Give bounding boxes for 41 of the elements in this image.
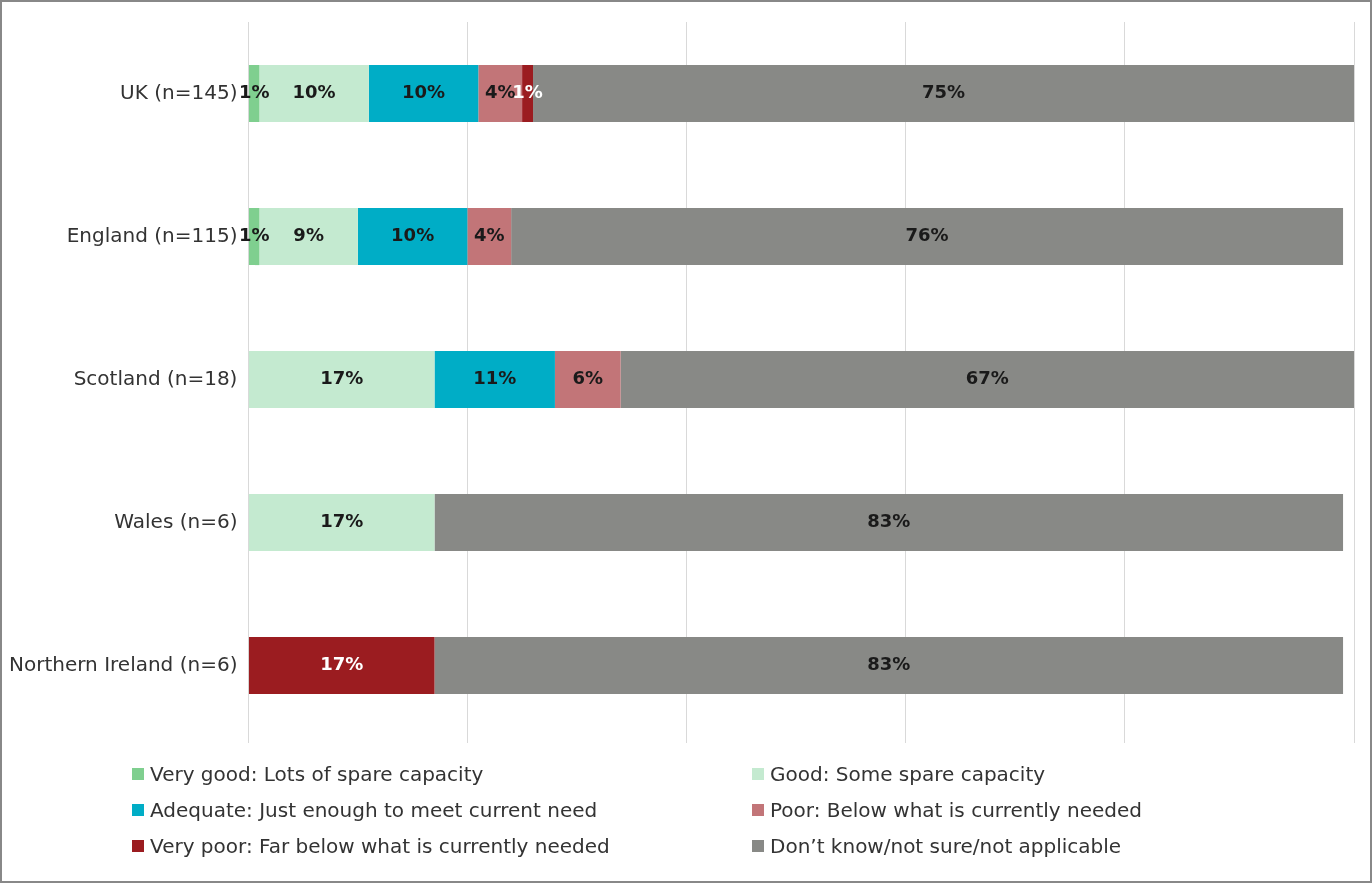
data-label: 10% [391,224,435,246]
y-tick-label: Scotland (n=18) [73,365,238,390]
bar [368,64,479,123]
data-label: 17% [320,653,364,675]
data-label: 9% [293,224,324,246]
bar [434,350,555,409]
data-label: 10% [292,81,336,103]
bar [620,350,1354,409]
data-label: 11% [473,367,517,389]
data-label: 83% [867,510,911,532]
legend-label: Very poor: Far below what is currently needed [150,834,610,858]
legend-label: Don’t know/not sure/not applicable [770,834,1122,858]
data-label: 76% [905,224,949,246]
bar [434,636,1344,695]
legend-label: Adequate: Just enough to meet current need [150,798,598,822]
y-tick-label: Wales (n=6) [114,508,238,533]
data-label: 4% [484,81,516,103]
legend-label: Poor: Below what is currently needed [770,798,1143,822]
y-tick-label: UK (n=145) [120,79,238,104]
data-label: 1% [238,224,270,246]
data-label: 83% [867,653,911,675]
data-label: 4% [473,224,505,246]
bar [248,350,435,409]
data-label: 17% [320,510,364,532]
data-label: 10% [402,81,446,103]
data-label: 67% [965,367,1009,389]
legend-label: Very good: Lots of spare capacity [150,762,484,786]
bar [467,207,512,266]
y-tick-label: Northern Ireland (n=6) [9,651,238,676]
bar [248,493,435,552]
bar [248,636,435,695]
bar [554,350,621,409]
y-tick-label: England (n=115) [66,222,238,247]
data-label: 1% [238,81,270,103]
data-label: 17% [320,367,364,389]
bar [357,207,468,266]
legend-label: Good: Some spare capacity [770,762,1046,786]
data-label: 6% [572,367,604,389]
bar [434,493,1344,552]
data-label: 75% [921,81,966,103]
bar [511,207,1344,266]
